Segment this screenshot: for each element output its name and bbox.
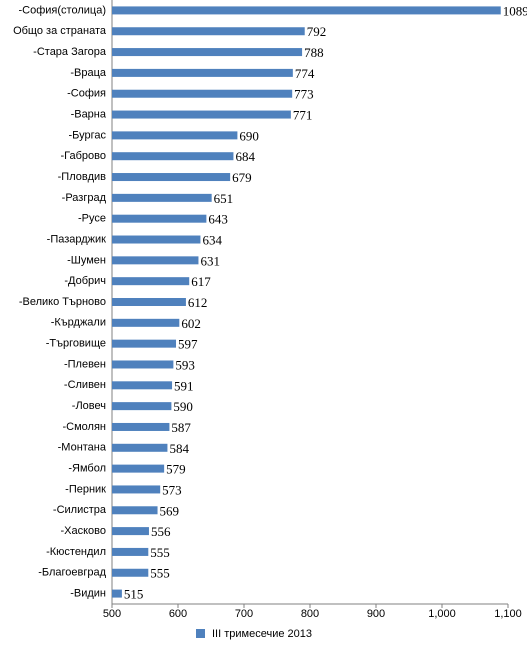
data-label: 690 <box>239 128 259 143</box>
bar <box>112 339 177 348</box>
bar <box>112 318 180 327</box>
bar <box>112 131 238 140</box>
bar <box>112 256 199 265</box>
bar <box>112 527 149 536</box>
y-tick-label: -Бургас <box>68 129 106 141</box>
data-label: 555 <box>150 566 170 581</box>
x-tick-label: 600 <box>169 608 187 620</box>
y-tick-label: Общо за страната <box>13 25 107 37</box>
bar <box>112 193 212 202</box>
data-label: 556 <box>151 524 171 539</box>
y-tick-label: -Хасково <box>60 525 106 537</box>
bar <box>112 27 305 36</box>
y-tick-label: -Габрово <box>61 150 107 162</box>
y-tick-label: -Добрич <box>64 275 106 287</box>
bar <box>112 422 170 431</box>
y-tick-label: -Кюстендил <box>46 546 106 558</box>
bar <box>112 547 149 556</box>
bar <box>112 235 201 244</box>
data-label: 684 <box>235 149 255 164</box>
bar <box>112 298 186 306</box>
y-tick-label: -Ловеч <box>72 400 106 412</box>
bar <box>112 6 501 15</box>
x-tick-label: 1,100 <box>494 608 522 620</box>
data-label: 597 <box>178 337 198 352</box>
data-label: 593 <box>175 357 195 372</box>
bar <box>112 464 165 473</box>
bar <box>112 402 172 411</box>
data-label: 584 <box>169 441 189 456</box>
y-tick-label: -Видин <box>70 587 106 599</box>
data-label: 771 <box>293 108 313 123</box>
data-label: 788 <box>304 45 324 60</box>
y-tick-label: -Търговище <box>46 338 106 350</box>
data-label: 590 <box>173 399 193 414</box>
data-label: 617 <box>191 274 211 289</box>
y-tick-label: -Шумен <box>67 254 106 266</box>
bar <box>112 485 161 494</box>
bar <box>112 48 303 57</box>
bar <box>112 381 173 390</box>
y-tick-label: -Сливен <box>64 379 106 391</box>
data-label: 774 <box>295 66 315 81</box>
y-tick-label: -Кърджали <box>51 317 106 329</box>
bar <box>112 360 174 369</box>
y-tick-label: -Смолян <box>63 421 107 433</box>
y-tick-label: -Монтана <box>58 442 107 454</box>
data-label: 792 <box>307 24 327 39</box>
data-label: 602 <box>181 316 201 331</box>
y-tick-label: -София <box>67 88 106 100</box>
data-label: 631 <box>200 253 220 268</box>
data-label: 1089 <box>503 3 527 18</box>
bar <box>112 214 207 223</box>
data-label: 651 <box>214 191 234 206</box>
y-tick-label: -Ямбол <box>68 463 106 475</box>
bar <box>112 506 158 515</box>
bar <box>112 173 231 182</box>
bar <box>112 68 293 77</box>
y-tick-label: -Плевен <box>64 358 106 370</box>
y-tick-label: -Перник <box>65 483 106 495</box>
bar <box>112 89 293 98</box>
y-tick-label: -София(столица) <box>19 4 106 16</box>
legend-swatch <box>196 629 205 638</box>
data-label: 773 <box>294 87 314 102</box>
x-tick-label: 900 <box>367 608 385 620</box>
data-label: 515 <box>124 587 143 602</box>
y-tick-label: -Благоевград <box>38 567 106 579</box>
y-tick-label: -Велико Търново <box>19 296 106 308</box>
y-tick-label: -Пазарджик <box>47 233 107 245</box>
data-label: 612 <box>188 295 208 310</box>
data-label: 643 <box>208 212 228 227</box>
bar <box>112 568 149 577</box>
data-label: 587 <box>171 420 191 435</box>
data-label: 555 <box>150 545 170 560</box>
data-label: 569 <box>160 503 180 518</box>
bar <box>112 589 122 598</box>
y-tick-label: -Варна <box>71 108 107 120</box>
x-tick-label: 500 <box>103 608 121 620</box>
data-label: 573 <box>162 482 182 497</box>
x-tick-label: 800 <box>301 608 319 620</box>
legend-label: III тримесечие 2013 <box>212 628 312 640</box>
bar <box>112 443 168 452</box>
y-tick-label: -Враца <box>70 67 107 79</box>
data-label: 591 <box>174 378 194 393</box>
bar <box>112 110 291 119</box>
y-tick-label: -Пловдив <box>58 171 107 183</box>
y-tick-label: -Силистра <box>53 504 107 516</box>
x-tick-label: 1,000 <box>428 608 456 620</box>
data-label: 579 <box>166 462 186 477</box>
bar <box>112 152 234 161</box>
y-tick-label: -Стара Загора <box>33 46 107 58</box>
data-label: 634 <box>202 233 222 248</box>
y-tick-label: -Разград <box>62 192 107 204</box>
x-tick-label: 700 <box>235 608 253 620</box>
bar <box>112 277 190 286</box>
data-label: 679 <box>232 170 252 185</box>
y-tick-label: -Русе <box>78 213 106 225</box>
